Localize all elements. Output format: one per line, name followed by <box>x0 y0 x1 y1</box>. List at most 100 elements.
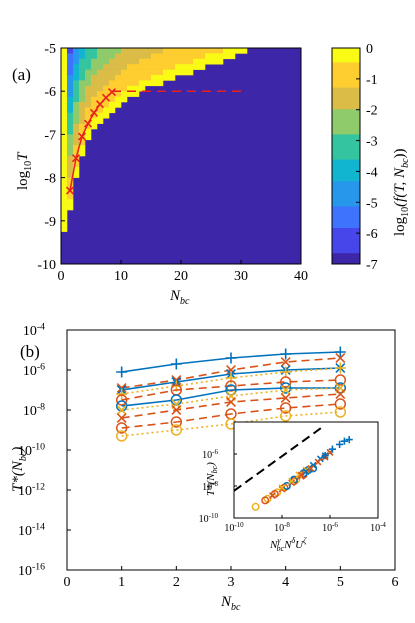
colorbar-segment <box>332 166 360 171</box>
red-x-marker <box>95 100 105 109</box>
heatmap-cell <box>85 85 92 92</box>
heatmap-cell <box>73 64 80 70</box>
heatmap-cell <box>109 85 116 92</box>
colorbar-segment <box>332 105 360 110</box>
heatmap-cell <box>175 69 182 76</box>
colorbar-segment <box>332 112 360 117</box>
heatmap-cell <box>145 75 152 81</box>
colorbar-segment <box>332 55 360 60</box>
heatmap-cell <box>127 58 134 65</box>
colorbar-segment <box>332 181 360 186</box>
y-tick-label-a: -9 <box>44 215 56 230</box>
colorbar-segment <box>332 170 360 175</box>
circle-marker <box>279 376 292 388</box>
heatmap-cell <box>91 96 98 103</box>
heatmap-cell <box>229 48 236 54</box>
heatmap-cell <box>199 64 206 70</box>
colorbar-segment <box>332 260 360 265</box>
heatmap-cell <box>97 80 104 87</box>
heatmap-cell <box>79 91 86 97</box>
x-tick-label-a: 10 <box>114 269 128 284</box>
heatmap-cell <box>103 91 110 97</box>
heatmap-cell <box>109 80 116 87</box>
heatmap-cell <box>73 58 80 65</box>
heatmap-cell <box>79 53 86 60</box>
heatmap-cell <box>205 48 212 54</box>
heatmap-cell <box>97 58 104 65</box>
heatmap-cell <box>73 91 80 97</box>
heatmap-cell <box>91 123 98 130</box>
x-marker <box>302 468 310 476</box>
heatmap-cell <box>61 161 68 168</box>
x-tick-label-b: 2 <box>173 575 180 590</box>
heatmap-cell <box>103 69 110 76</box>
heatmap-cell <box>217 53 224 60</box>
heatmap-cell <box>163 69 170 76</box>
colorbar-segment <box>332 141 360 146</box>
heatmap-cell <box>85 123 92 130</box>
heatmap-cell <box>169 69 176 76</box>
heatmap-cell <box>91 53 98 60</box>
x-tick-label-a: 20 <box>174 269 188 284</box>
heatmap-cell <box>205 58 212 65</box>
heatmap-cell <box>199 48 206 54</box>
y-ticks-a: -5 -6 -7 -8 -9 -10 <box>37 42 65 273</box>
heatmap-cell <box>223 53 230 60</box>
heatmap-cell <box>85 96 92 103</box>
heatmap-cell <box>115 80 122 87</box>
heatmap-cell <box>67 129 74 135</box>
panel-a: 0 10 20 30 40 -5-6-7-8-9-10 (a) Nbc log10T 0… <box>12 42 411 307</box>
heatmap-cell <box>67 75 74 81</box>
heatmap-cell <box>61 188 68 195</box>
heatmap-cell <box>151 48 158 54</box>
heatmap-cell <box>91 118 98 124</box>
heatmap-cell <box>115 48 122 54</box>
inset-ticks: 10-10 10-8 10-6 10-4 10-6 10-8 10-10 <box>199 448 387 534</box>
heatmap-cell <box>73 80 80 87</box>
heatmap-cell <box>85 75 92 81</box>
heatmap-cell <box>133 91 140 97</box>
heatmap-cell <box>85 69 92 76</box>
colorbar-label: log10(f(T, Nbc)) <box>392 148 411 236</box>
heatmap-cell <box>97 91 104 97</box>
inset-dashed-line <box>233 425 324 492</box>
heatmap-cell <box>61 107 68 114</box>
heatmap-cell <box>115 69 122 76</box>
plus-marker <box>321 452 329 460</box>
x-marker <box>116 405 127 415</box>
heatmap-cell <box>67 204 74 211</box>
colorbar-segment <box>332 246 360 251</box>
heatmap-cell <box>61 96 68 103</box>
heatmap-cell <box>139 53 146 60</box>
heatmap-cell <box>211 58 218 65</box>
heatmap-cell <box>133 85 140 92</box>
heatmap-cell <box>205 53 212 60</box>
heatmap-cell <box>133 80 140 87</box>
x-marker <box>280 385 291 395</box>
colorbar-segment <box>332 253 360 258</box>
heatmap-cell <box>85 80 92 87</box>
heatmap-cell <box>121 96 128 103</box>
red-curve-a <box>65 88 241 195</box>
inset-y-tick-label: 10-6 <box>202 448 218 461</box>
heatmap-cell <box>61 75 68 81</box>
colorbar-segment <box>332 213 360 218</box>
inset-y-axis-label: T*(Nbc) <box>205 462 219 496</box>
heatmap-cell <box>121 91 128 97</box>
heatmap-cell <box>139 75 146 81</box>
colorbar-segment <box>332 134 360 139</box>
heatmap-cell <box>115 91 122 97</box>
x-marker <box>295 471 303 479</box>
circle-marker <box>251 502 260 511</box>
plus-marker <box>280 366 292 378</box>
heatmap-cell <box>103 80 110 87</box>
heatmap-cell <box>127 53 134 60</box>
plus-marker <box>345 436 353 444</box>
colorbar-segment <box>332 145 360 150</box>
heatmap-cell <box>79 123 86 130</box>
heatmap-cell <box>127 75 134 81</box>
heatmap-cell <box>109 58 116 65</box>
y-tick-label-a: -10 <box>37 258 56 273</box>
heatmap-cell <box>139 85 146 92</box>
